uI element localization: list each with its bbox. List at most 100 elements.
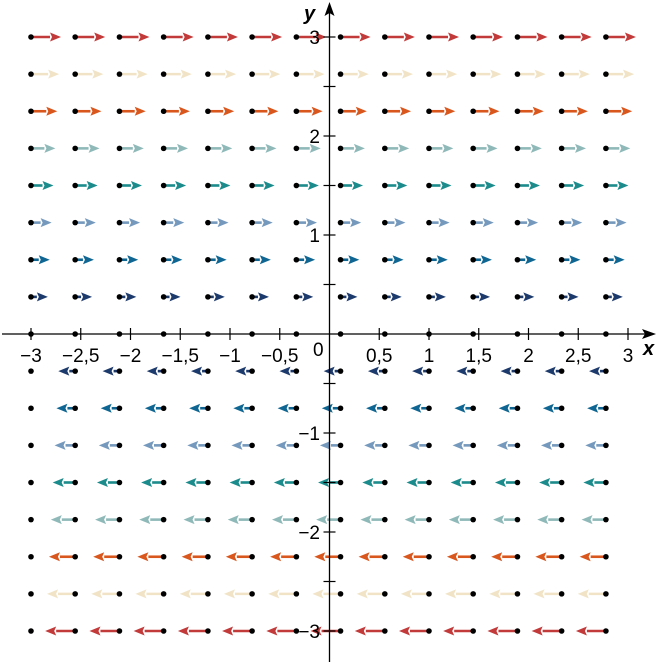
sample-point xyxy=(293,219,300,226)
vector-head xyxy=(362,478,374,487)
vector-head xyxy=(536,32,548,42)
x-tick-label: 0,5 xyxy=(366,346,392,367)
sample-point xyxy=(205,34,211,40)
vector-head xyxy=(611,292,623,302)
sample-point xyxy=(426,368,432,374)
vector-head xyxy=(221,143,233,153)
vector-head xyxy=(309,143,321,153)
y-tick-label: −2 xyxy=(298,523,320,544)
vector-head xyxy=(490,69,502,79)
x-tick-label: 3 xyxy=(623,346,634,367)
vector-head xyxy=(573,181,585,190)
sample-point xyxy=(337,182,344,189)
sample-point xyxy=(470,591,476,597)
vector-head xyxy=(144,403,156,413)
vector-head xyxy=(350,218,362,228)
vector-head xyxy=(491,552,503,562)
sample-point xyxy=(337,219,344,226)
sample-point xyxy=(426,516,432,523)
sample-point xyxy=(293,516,300,523)
sample-point xyxy=(160,219,167,226)
sample-point xyxy=(382,219,388,226)
sample-point xyxy=(426,405,432,412)
vector-head xyxy=(400,589,412,599)
sample-point xyxy=(116,405,123,412)
sample-point xyxy=(72,145,78,152)
vector-head xyxy=(398,143,410,153)
vector-head xyxy=(539,478,551,487)
vector-head xyxy=(315,32,327,42)
vector-head xyxy=(623,69,635,79)
sample-point xyxy=(426,182,432,189)
sample-point xyxy=(205,71,211,77)
vector-head xyxy=(583,478,595,487)
vector-head xyxy=(310,626,322,636)
sample-point xyxy=(116,108,123,115)
sample-point xyxy=(205,182,211,189)
sample-point xyxy=(382,145,388,152)
vector-head xyxy=(81,292,93,302)
sample-point xyxy=(28,516,34,523)
sample-point xyxy=(514,294,521,300)
sample-point xyxy=(514,108,521,115)
vector-head xyxy=(356,589,368,599)
vector-head xyxy=(171,255,183,265)
sample-point xyxy=(160,182,167,189)
sample-point xyxy=(382,34,388,40)
vector-head xyxy=(269,69,281,79)
sample-point xyxy=(28,553,34,560)
sample-point xyxy=(426,256,432,263)
y-tick-label: −1 xyxy=(298,424,320,445)
sample-point xyxy=(72,71,78,77)
vector-head xyxy=(442,143,454,153)
vector-head xyxy=(354,626,366,636)
sample-point xyxy=(160,591,167,597)
sample-point xyxy=(426,479,432,486)
x-tick-label: 2 xyxy=(523,346,534,367)
sample-point xyxy=(514,145,521,152)
sample-point xyxy=(293,294,300,300)
vector-head xyxy=(450,478,462,487)
vector-head xyxy=(88,143,100,153)
vector-head xyxy=(129,218,141,228)
sample-point xyxy=(558,628,565,634)
sample-point xyxy=(249,405,255,412)
vector-head xyxy=(268,589,280,599)
sample-point xyxy=(293,591,300,597)
vector-head xyxy=(146,366,158,376)
vector-head xyxy=(576,106,588,116)
vector-head xyxy=(86,181,98,190)
vector-head xyxy=(352,181,364,190)
vector-head xyxy=(316,515,328,525)
sample-point xyxy=(72,182,78,189)
vector-head xyxy=(96,478,108,487)
x-tick-label: 1,5 xyxy=(466,346,492,367)
sample-point xyxy=(558,71,565,77)
vector-head xyxy=(575,143,587,153)
vector-head xyxy=(527,218,539,228)
vector-head xyxy=(486,143,498,153)
sample-point xyxy=(558,182,565,189)
vector-head xyxy=(480,255,492,265)
sample-point xyxy=(470,108,476,115)
sample-point xyxy=(514,34,521,40)
sample-point xyxy=(603,368,609,374)
sample-point xyxy=(116,553,123,560)
sample-point xyxy=(382,405,388,412)
sample-point xyxy=(337,479,344,486)
sample-point xyxy=(116,34,123,40)
y-axis-arrow xyxy=(324,2,335,16)
x-tick-label: −2,5 xyxy=(62,346,100,367)
sample-point xyxy=(382,108,388,115)
sample-point xyxy=(603,479,609,486)
vector-head xyxy=(589,366,601,376)
sample-point xyxy=(470,516,476,523)
sample-point xyxy=(470,405,476,412)
sample-point xyxy=(558,516,565,523)
sample-point xyxy=(470,256,476,263)
vector-head xyxy=(525,255,537,265)
vector-head xyxy=(392,255,404,265)
sample-point xyxy=(205,219,211,226)
vector-head xyxy=(223,106,235,116)
x-axis-title: x xyxy=(642,338,655,360)
